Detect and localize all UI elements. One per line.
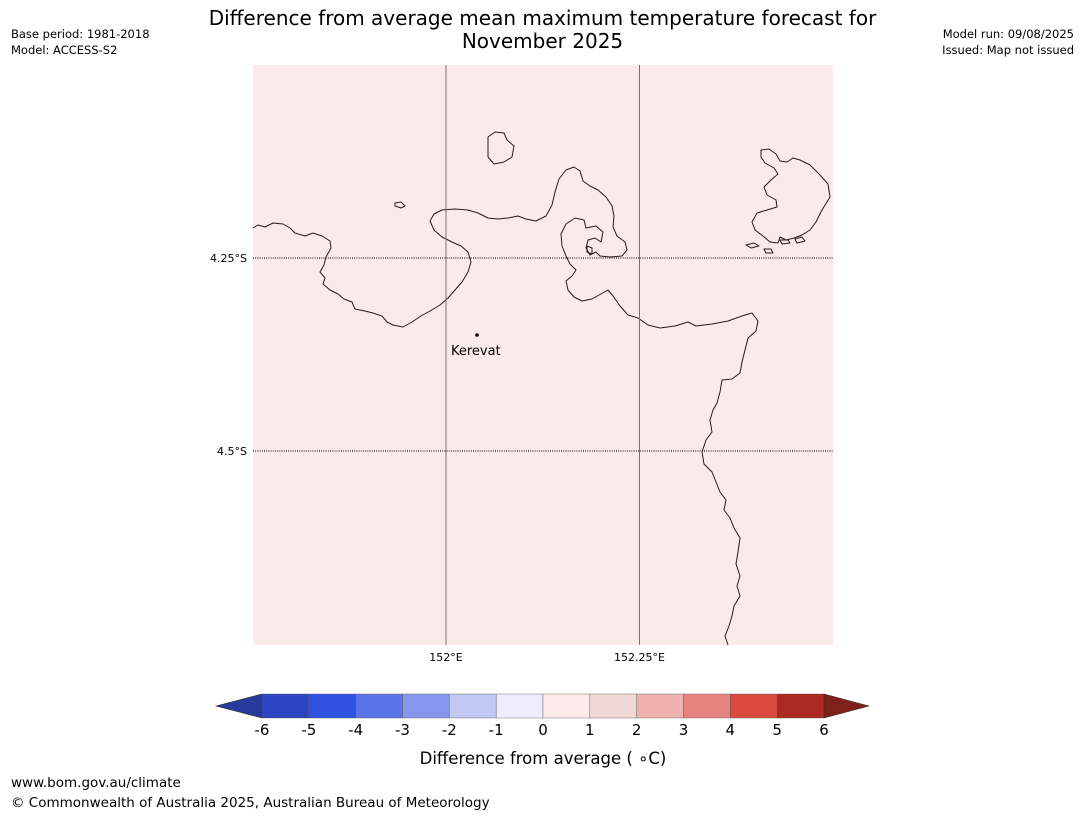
model-run-text: Model run: 09/08/2025 <box>942 27 1074 41</box>
colorbar-tick-label: 0 <box>538 721 548 739</box>
issued-text: Issued: Map not issued <box>942 43 1074 57</box>
page-title: Difference from average mean maximum tem… <box>0 7 1085 53</box>
colorbar-segment <box>636 693 684 719</box>
colorbar-tick-label: 1 <box>585 721 595 739</box>
colorbar-segment <box>449 693 497 719</box>
coastline-main <box>252 166 759 646</box>
colorbar-segment <box>542 693 591 719</box>
duke-of-york-main <box>751 148 831 244</box>
colorbar-segment <box>355 693 403 719</box>
graticule <box>253 65 833 645</box>
map-area <box>253 65 833 645</box>
meta-right: Model run: 09/08/2025 Issued: Map not is… <box>942 26 1074 58</box>
colorbar-label: Difference from average ( ∘C) <box>420 749 667 768</box>
colorbar-segment <box>402 693 450 719</box>
footer-copyright: © Commonwealth of Australia 2025, Austra… <box>11 795 490 811</box>
lat-label-4-25s: 4.25°S <box>210 252 247 265</box>
lon-label-152e: 152°E <box>429 651 462 664</box>
colorbar <box>214 693 871 719</box>
model-text: Model: ACCESS-S2 <box>11 43 118 57</box>
isle-east-4 <box>794 236 806 244</box>
colorbar-segment <box>730 693 778 719</box>
title-line-1: Difference from average mean maximum tem… <box>208 6 877 30</box>
colorbar-segment <box>776 693 825 719</box>
colorbar-tick-label: 2 <box>632 721 642 739</box>
title-line-2: November 2025 <box>461 29 624 53</box>
lon-label-152-25e: 152.25°E <box>614 651 665 664</box>
colorbar-tick-label: -6 <box>255 721 270 739</box>
colorbar-tick-label: 5 <box>772 721 782 739</box>
colorbar-segment <box>261 693 310 719</box>
inner-lagoon-isle <box>586 245 593 255</box>
kerevat-label: Kerevat <box>451 344 501 359</box>
isle-east-2 <box>763 248 774 254</box>
colorbar-extend-low <box>214 693 263 719</box>
colorbar-tick-label: -5 <box>301 721 316 739</box>
base-period-text: Base period: 1981-2018 <box>11 27 150 41</box>
lat-label-4-5s: 4.5°S <box>217 445 247 458</box>
colorbar-ticks: -6 -5 -4 -3 -2 -1 0 1 2 3 4 5 6 <box>255 721 829 739</box>
colorbar-tick-label: -3 <box>395 721 410 739</box>
lat-labels: 4.25°S 4.5°S <box>210 252 247 458</box>
meta-left: Base period: 1981-2018 Model: ACCESS-S2 <box>11 26 150 58</box>
colorbar-tick-label: 6 <box>819 721 829 739</box>
isle-east-3 <box>779 239 791 245</box>
isle-east-1 <box>745 242 760 249</box>
colorbar-segment <box>589 693 637 719</box>
colorbar-segment <box>308 693 356 719</box>
colorbar-tick-label: -2 <box>442 721 457 739</box>
footer-url: www.bom.gov.au/climate <box>11 775 181 791</box>
colorbar-extend-high <box>823 693 871 719</box>
lon-labels: 152°E 152.25°E <box>429 651 665 664</box>
colorbar-tick-label: 4 <box>726 721 736 739</box>
coastline <box>252 131 831 646</box>
colorbar-tick-label: -4 <box>348 721 363 739</box>
island-north <box>487 131 515 165</box>
kerevat-marker <box>475 333 479 337</box>
colorbar-tick-label: 3 <box>679 721 689 739</box>
colorbar-segment <box>683 693 731 719</box>
colorbar-tick-label: -1 <box>489 721 504 739</box>
island-small-west <box>394 201 406 209</box>
colorbar-segment <box>495 693 544 719</box>
